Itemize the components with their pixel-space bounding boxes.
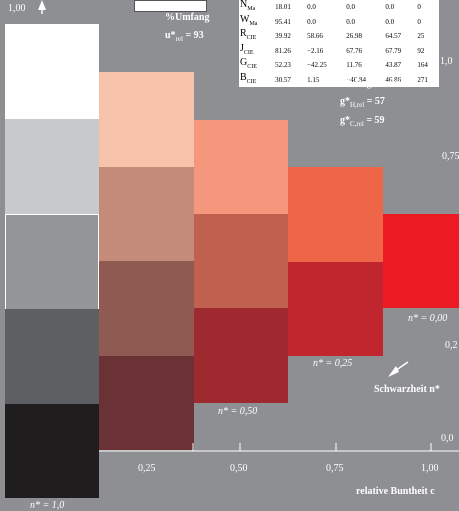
bottom-tick-3: 0,75	[326, 463, 344, 474]
cie-cell: 39.92	[274, 29, 306, 44]
cie-cell: 95.41	[274, 15, 306, 30]
up-arrow-icon	[38, 0, 46, 10]
cie-cell: −42.25	[306, 58, 345, 73]
cie-cell: 81.26	[274, 44, 306, 59]
cie-cell: 0	[416, 0, 439, 15]
gC-value: g*C,rel = 59	[340, 115, 385, 128]
cie-row-name: NMa	[239, 0, 274, 15]
bottom-tick-2: 0,50	[230, 463, 248, 474]
right-axis-label-4: 0,0	[441, 433, 454, 444]
cie-cell: 43.87	[384, 58, 416, 73]
cie-cell: 271	[416, 73, 439, 88]
n-label-50: n* = 0,50	[218, 406, 257, 417]
top-left-label: 1,00	[8, 3, 26, 14]
right-axis-label-2: 0,75	[442, 151, 459, 162]
n-label-25: n* = 0,25	[313, 358, 352, 369]
n-label-100: n* = 1,0	[30, 500, 64, 511]
cie-row-name: WMa	[239, 15, 274, 30]
cie-row: BCIE 30.57 1.15 −46.84 46.86 271	[239, 73, 439, 88]
cie-row-name: RCIE	[239, 29, 274, 44]
cie-cell: 0	[416, 15, 439, 30]
regularitaet-title: %Regularität	[345, 78, 404, 89]
cie-cell: −2.16	[306, 44, 345, 59]
cie-data-table: NMa 18.01 0.0 0.0 0.0 0 WMa 95.41 0.0 0.0 0.0 0 RCIE…	[239, 0, 439, 87]
cie-cell: 25	[416, 29, 439, 44]
cie-cell: 52.23	[274, 58, 306, 73]
cie-row-name: JCIE	[239, 44, 274, 59]
cie-row: NMa 18.01 0.0 0.0 0.0 0	[239, 0, 439, 15]
cie-cell: 18.01	[274, 0, 306, 15]
cie-row: RCIE 39.92 58.66 26.98 64.57 25	[239, 29, 439, 44]
umfang-title: %Umfang	[165, 12, 209, 23]
cie-row-name: BCIE	[239, 73, 274, 88]
cie-row: WMa 95.41 0.0 0.0 0.0 0	[239, 15, 439, 30]
cie-cell: 67.76	[345, 44, 384, 59]
cie-cell: 30.57	[274, 73, 306, 88]
buntheit-label: relative Buntheit c	[356, 486, 435, 497]
umfang-value: u*rel = 93	[165, 30, 204, 43]
n-label-0: n* = 0,00	[408, 313, 447, 324]
bottom-tick-1: 0,25	[138, 463, 156, 474]
cie-cell: 64.57	[384, 29, 416, 44]
cie-cell: 164	[416, 58, 439, 73]
cie-row: JCIE 81.26 −2.16 67.76 67.79 92	[239, 44, 439, 59]
cie-cell: 0.0	[384, 0, 416, 15]
cie-cell: 26.98	[345, 29, 384, 44]
cie-cell: 92	[416, 44, 439, 59]
cie-cell: 67.79	[384, 44, 416, 59]
header-box	[134, 0, 207, 12]
cie-cell: 11.76	[345, 58, 384, 73]
cie-row-name: GCIE	[239, 58, 274, 73]
cie-cell: 1.15	[306, 73, 345, 88]
right-axis-label-1: 1,0	[440, 56, 453, 67]
right-axis-label-3: 0,2	[445, 340, 458, 351]
cie-cell: 0.0	[306, 0, 345, 15]
cie-row: GCIE 52.23 −42.25 11.76 43.87 164	[239, 58, 439, 73]
gH-value: g*H,rel = 57	[340, 96, 385, 109]
cie-cell: 0.0	[384, 15, 416, 30]
bottom-tick-4: 1,00	[421, 463, 439, 474]
cie-cell: 58.66	[306, 29, 345, 44]
cie-cell: 0.0	[345, 0, 384, 15]
cie-cell: 0.0	[306, 15, 345, 30]
schwarzheit-label: Schwarzheit n*	[374, 384, 440, 395]
cie-cell: 0.0	[345, 15, 384, 30]
